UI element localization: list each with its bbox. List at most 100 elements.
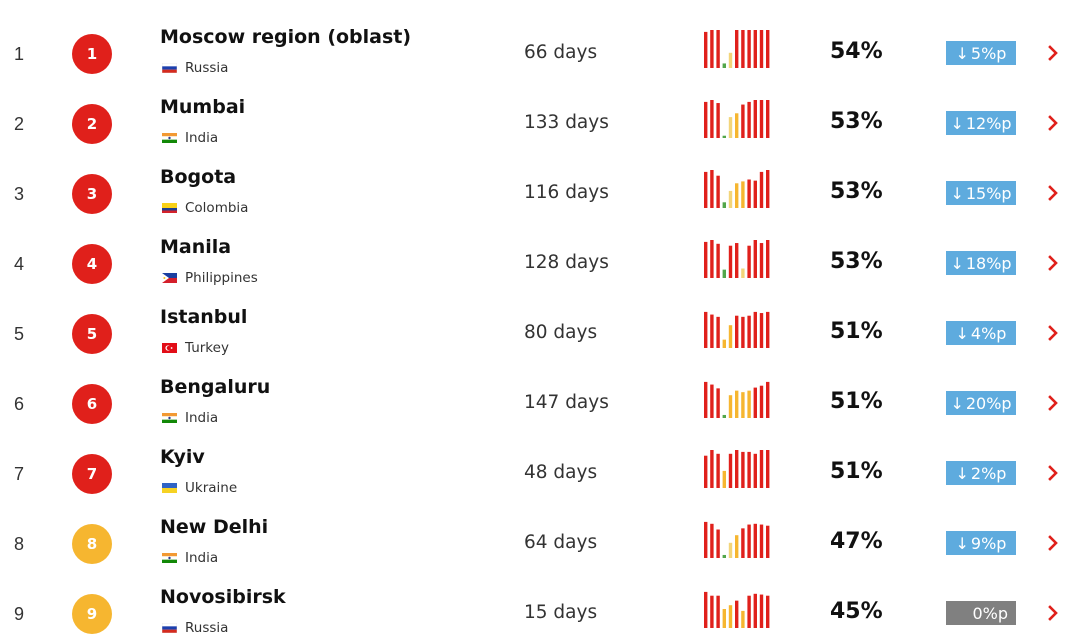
trend-bar — [716, 103, 720, 138]
ukraine-flag-icon — [162, 483, 177, 493]
trend-sparkline — [704, 450, 770, 488]
trend-bar — [728, 117, 733, 138]
rank-number: 3 — [14, 184, 25, 204]
rank-number: 8 — [14, 534, 25, 554]
percent-value: 51% — [830, 459, 883, 484]
trend-bar — [704, 311, 708, 348]
trend-bar — [741, 268, 745, 278]
trend-bar — [704, 591, 708, 628]
trend-bar — [722, 135, 726, 138]
change-value: 12%p — [965, 113, 1012, 133]
table-row[interactable]: 3 3 Bogota Colombia 116 days 53% ↓ 15%p — [0, 149, 1071, 219]
country-label: Russia — [162, 60, 228, 76]
percent-value: 53% — [830, 249, 883, 274]
table-row[interactable]: 8 8 New Delhi India 64 days 47% ↓ 9%p — [0, 499, 1071, 569]
trend-bar — [704, 381, 708, 418]
trend-bar — [735, 600, 739, 628]
change-badge: ↓ 20%p — [946, 391, 1016, 415]
trend-bar — [753, 30, 757, 68]
trend-bar — [716, 175, 720, 208]
chevron-right-icon[interactable] — [1044, 603, 1062, 623]
city-name: Bogota — [160, 166, 237, 188]
trend-bar — [753, 593, 757, 628]
trend-bar — [728, 395, 733, 418]
chevron-right-icon[interactable] — [1044, 43, 1062, 63]
trend-bar — [704, 101, 708, 138]
trend-sparkline — [704, 311, 770, 348]
trend-sparkline — [704, 170, 770, 208]
india-flag-icon — [162, 413, 177, 423]
chevron-right-icon[interactable] — [1044, 463, 1062, 483]
table-row[interactable]: 5 5 Istanbul Turkey 80 days 51% ↓ 4%p — [0, 289, 1071, 359]
trend-sparkline — [704, 521, 770, 558]
rank-number: 6 — [14, 394, 25, 414]
city-name: Novosibirsk — [160, 586, 286, 608]
trend-bar — [728, 190, 733, 208]
country-name: India — [185, 130, 219, 146]
change-value: 0%p — [972, 603, 1008, 623]
trend-bar — [722, 269, 726, 278]
trend-bar — [735, 30, 739, 68]
percent-value: 51% — [830, 319, 883, 344]
russia-flag-icon — [162, 623, 177, 633]
percent-value: 45% — [830, 599, 883, 624]
trend-bar — [704, 171, 708, 208]
chevron-right-icon[interactable] — [1044, 183, 1062, 203]
trend-sparkline — [704, 381, 770, 418]
days-value: 48 days — [524, 462, 598, 483]
chevron-right-icon[interactable] — [1044, 113, 1062, 133]
table-row[interactable]: 9 9 Novosibirsk Russia 15 days 45% 0%p — [0, 569, 1071, 639]
trend-bar — [747, 179, 751, 208]
trend-bar — [747, 390, 751, 418]
change-value: 9%p — [970, 533, 1007, 553]
table-row[interactable]: 1 1 Moscow region (oblast) Russia 66 days 54%… — [0, 9, 1071, 79]
country-name: Ukraine — [185, 480, 238, 496]
country-name: Colombia — [185, 200, 249, 216]
rank-badge: 4 — [72, 244, 112, 284]
table-row[interactable]: 2 2 Mumbai India 133 days 53% ↓ 12%p — [0, 79, 1071, 149]
trend-bar — [728, 52, 733, 68]
trend-bar — [716, 595, 720, 628]
country-label: Philippines — [162, 270, 258, 286]
trend-bar — [716, 453, 720, 488]
table-row[interactable]: 7 7 Kyiv Ukraine 48 days 51% ↓ 2%p — [0, 429, 1071, 499]
table-row[interactable]: 6 6 Bengaluru India 147 days 51% ↓ 20%p — [0, 359, 1071, 429]
change-badge: ↓ 9%p — [946, 531, 1016, 555]
change-badge: 0%p — [946, 601, 1016, 625]
city-name: Kyiv — [160, 446, 205, 468]
days-value: 80 days — [524, 322, 598, 343]
trend-bar — [741, 316, 745, 348]
trend-bar — [766, 100, 770, 138]
table-row[interactable]: 4 4 Manila Philippines 128 days 53% ↓ 18%p — [0, 219, 1071, 289]
city-name: Moscow region (oblast) — [160, 26, 412, 48]
change-value: 20%p — [965, 393, 1012, 413]
chevron-right-icon[interactable] — [1044, 323, 1062, 343]
trend-bar — [710, 314, 714, 348]
trend-bar — [735, 315, 739, 348]
days-value: 147 days — [524, 392, 609, 413]
country-label: India — [162, 130, 218, 146]
trend-bar — [741, 610, 745, 628]
trend-bar — [759, 313, 764, 348]
trend-bar — [759, 385, 764, 418]
trend-bar — [766, 240, 770, 278]
country-label: Ukraine — [162, 480, 237, 496]
chevron-right-icon[interactable] — [1044, 253, 1062, 273]
rank-number: 4 — [14, 254, 25, 274]
chevron-right-icon[interactable] — [1044, 533, 1062, 553]
days-value: 133 days — [524, 112, 609, 133]
trend-bar — [710, 240, 714, 278]
rank-number: 9 — [14, 604, 25, 624]
percent-value: 47% — [830, 529, 883, 554]
rank-badge: 3 — [72, 174, 112, 214]
change-badge: ↓ 15%p — [946, 181, 1016, 205]
trend-bar — [747, 595, 751, 628]
trend-bar — [728, 453, 733, 488]
trend-bar — [716, 30, 720, 68]
trend-bar — [735, 535, 739, 558]
trend-bar — [766, 450, 770, 488]
trend-bar — [747, 30, 751, 68]
rank-badge: 6 — [72, 384, 112, 424]
chevron-right-icon[interactable] — [1044, 393, 1062, 413]
change-value: 2%p — [970, 463, 1007, 483]
